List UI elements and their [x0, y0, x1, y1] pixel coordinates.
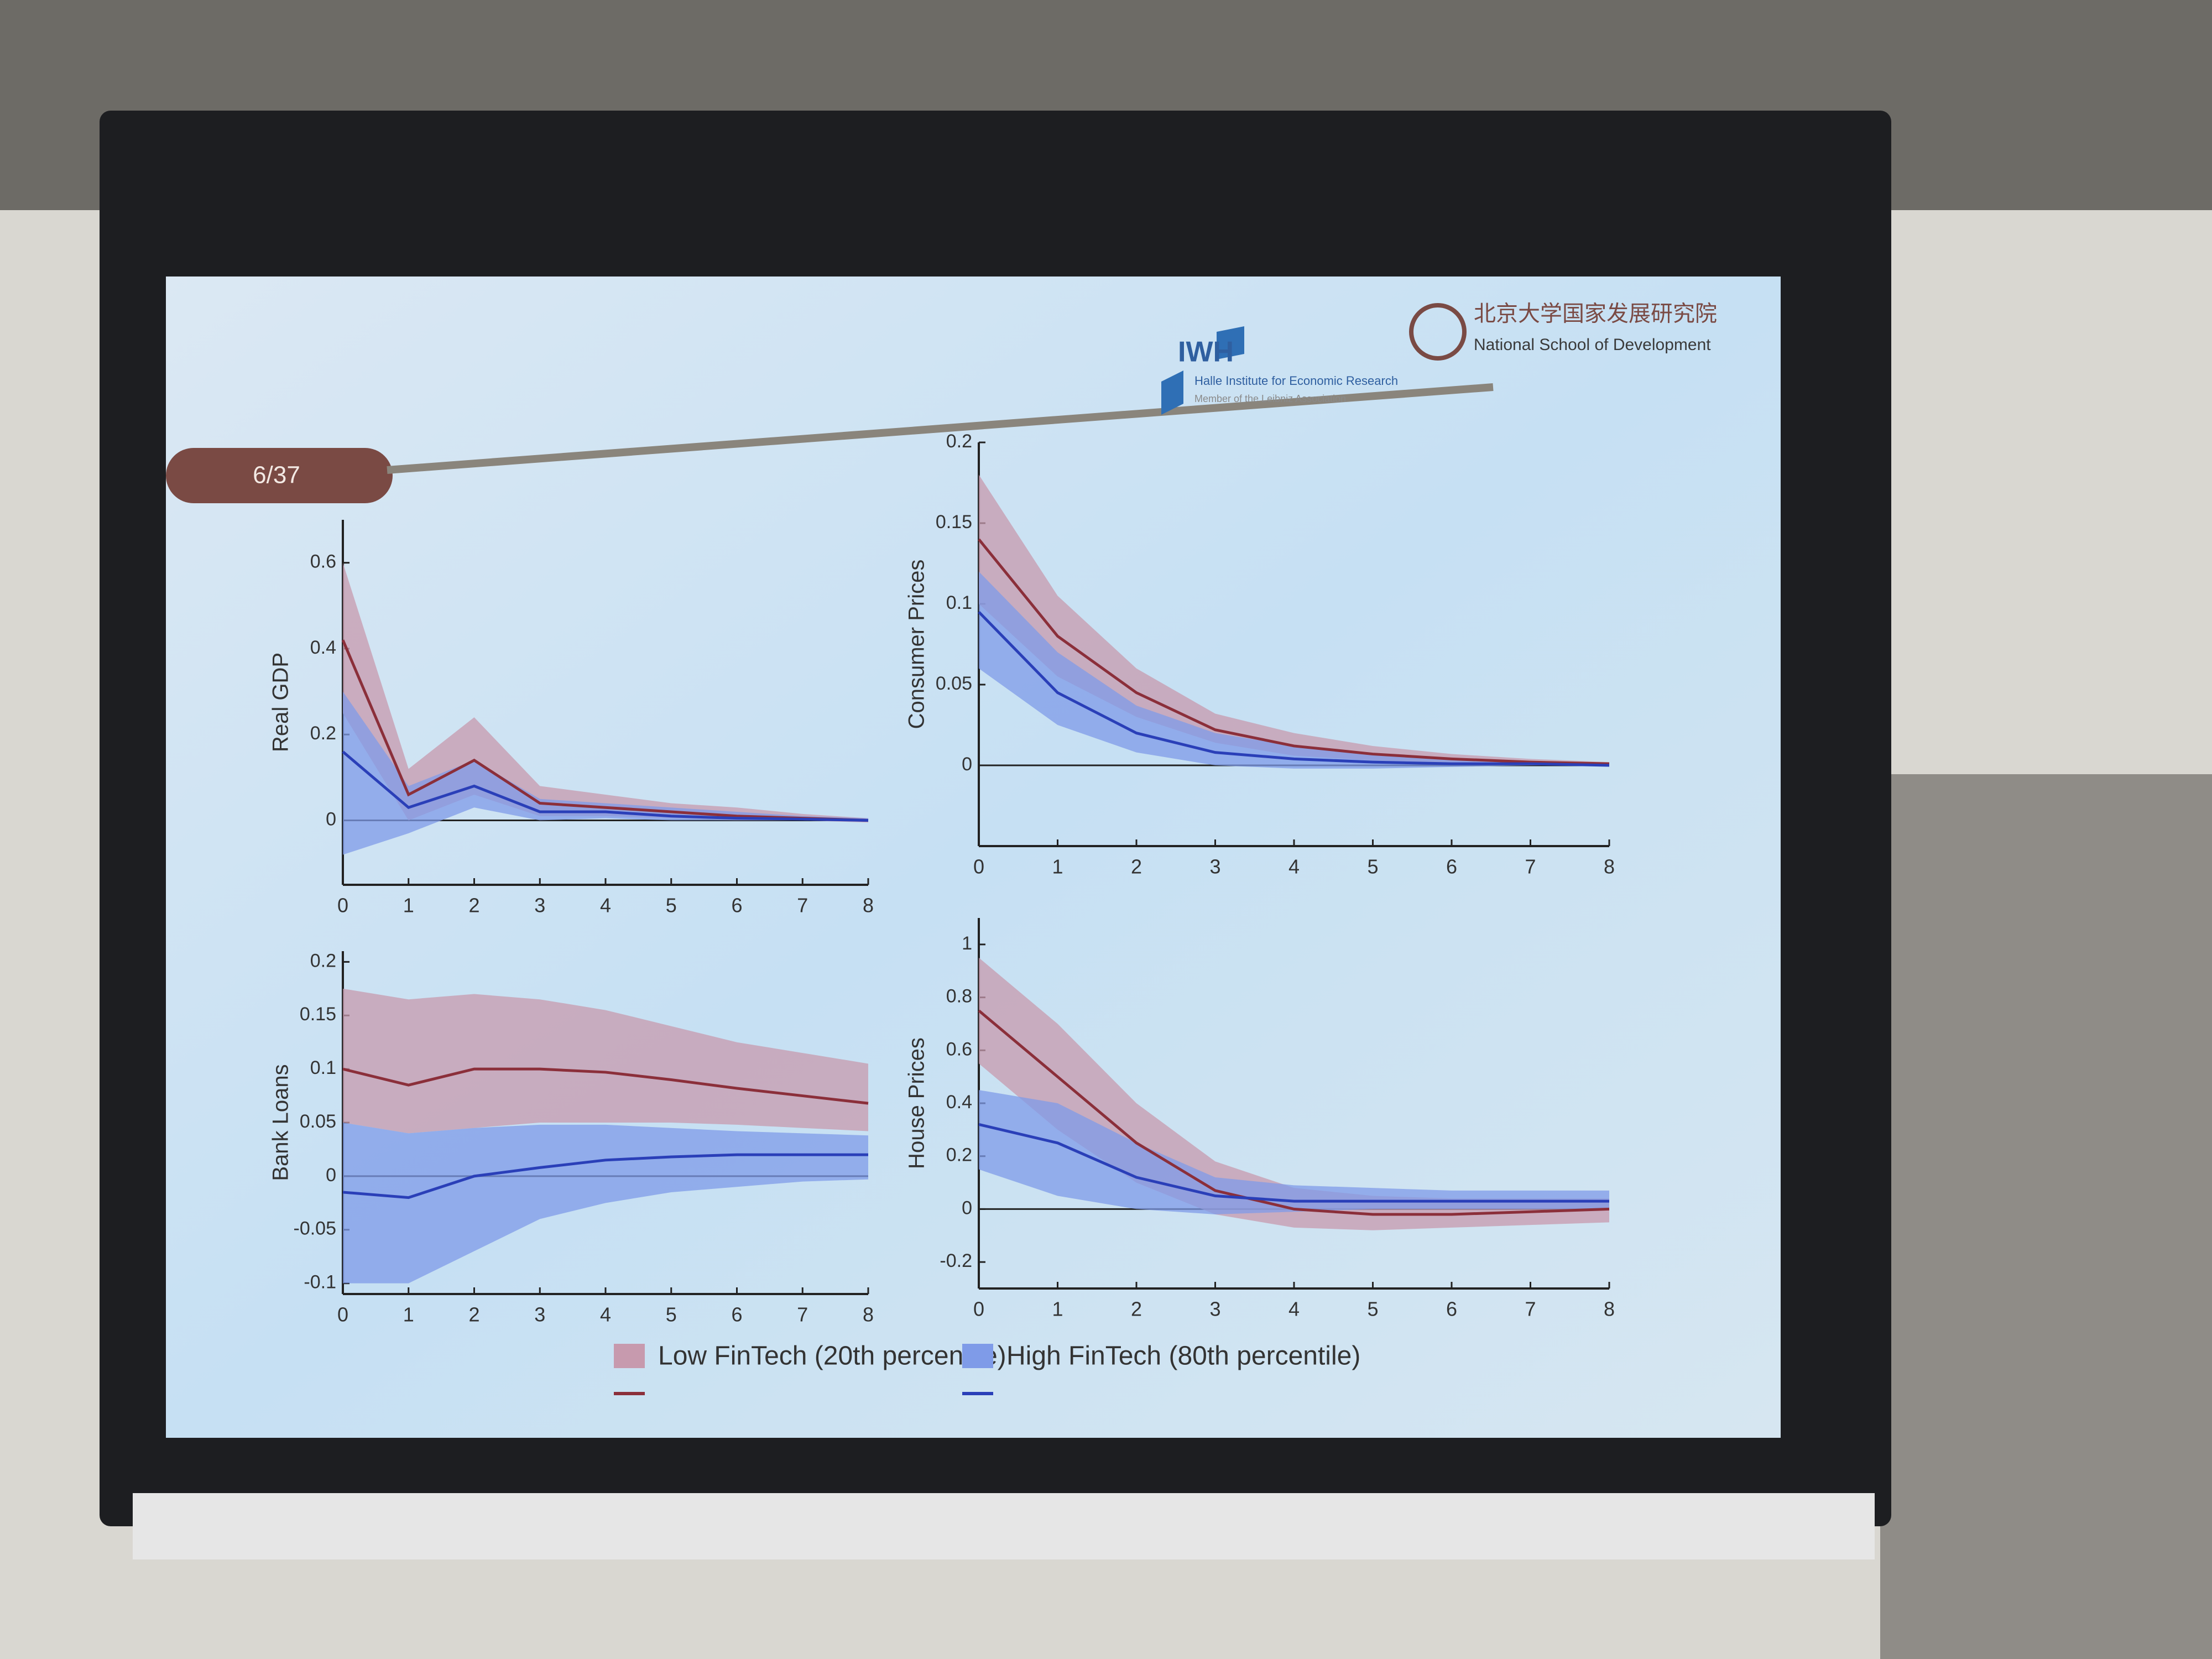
x-tick-label: 1	[1052, 855, 1063, 878]
x-tick-label: 7	[1525, 855, 1536, 878]
confidence-band	[979, 1090, 1609, 1214]
impulse-response-line	[978, 1123, 1609, 1203]
y-tick-label: 0.4	[310, 637, 336, 658]
nsd-cn: 北京大学国家发展研究院	[1474, 302, 1717, 326]
x-tick-label: 5	[666, 1303, 677, 1326]
y-tick-label: 0.6	[310, 551, 336, 572]
impulse-response-line	[978, 611, 1610, 767]
x-tick-label: 8	[1604, 855, 1615, 878]
x-tick-label: 5	[666, 894, 677, 917]
x-tick-label: 4	[1288, 855, 1300, 878]
y-tick-label: 0	[326, 809, 336, 830]
x-tick-label: 2	[468, 894, 479, 917]
x-tick-label: 1	[403, 1303, 414, 1326]
wall-shadow	[1880, 774, 2212, 1659]
x-tick-label: 6	[731, 1303, 742, 1326]
page-number: 6/37	[253, 462, 300, 489]
y-tick-label: -0.05	[294, 1218, 337, 1239]
y-tick-label: 0.1	[946, 592, 972, 613]
y-axis-label: Real GDP	[269, 653, 293, 752]
x-tick-label: 0	[337, 1303, 348, 1326]
x-tick-label: 4	[600, 1303, 611, 1326]
monitor-bar	[133, 1493, 1875, 1559]
header-rule	[387, 383, 1494, 474]
x-tick-label: 6	[731, 894, 742, 917]
x-tick-label: 6	[1446, 855, 1457, 878]
y-tick-label: 0.05	[936, 673, 972, 694]
x-tick-label: 3	[534, 894, 545, 917]
y-tick-label: 0.4	[946, 1092, 972, 1113]
x-tick-label: 8	[1604, 1298, 1615, 1321]
x-tick-label: 0	[973, 855, 984, 878]
impulse-response-line	[978, 538, 1610, 765]
legend-label: High FinTech (80th percentile)	[1006, 1342, 1360, 1371]
x-tick-label: 7	[797, 1303, 808, 1326]
y-tick-label: 0.15	[936, 512, 972, 533]
x-tick-label: 1	[1052, 1298, 1063, 1321]
pku-logo	[1409, 303, 1467, 361]
x-tick-label: 8	[863, 1303, 874, 1326]
x-tick-label: 1	[403, 894, 414, 917]
x-tick-label: 7	[1525, 1298, 1536, 1321]
y-tick-label: 0.1	[310, 1057, 336, 1078]
y-tick-label: 0	[326, 1165, 336, 1186]
x-tick-label: 4	[600, 894, 611, 917]
impulse-response-line	[342, 1153, 868, 1199]
y-axis-label: Bank Loans	[269, 1064, 293, 1181]
y-tick-label: 1	[962, 933, 972, 954]
confidence-band	[979, 571, 1609, 769]
iwh-member: Member of the Leibniz Association	[1194, 393, 1346, 404]
y-tick-label: -0.2	[940, 1250, 972, 1271]
x-tick-label: 8	[863, 894, 874, 917]
nsd-en: National School of Development	[1474, 336, 1711, 354]
y-tick-label: 0.8	[946, 986, 972, 1007]
y-tick-label: 0.2	[946, 431, 972, 452]
legend-label: Low FinTech (20th percentile)	[658, 1342, 1006, 1371]
x-tick-label: 0	[973, 1298, 984, 1321]
x-tick-label: 5	[1367, 855, 1378, 878]
y-tick-label: 0.2	[310, 950, 336, 971]
x-tick-label: 0	[337, 894, 348, 917]
impulse-response-line	[342, 750, 869, 822]
x-tick-label: 4	[1288, 1298, 1300, 1321]
x-tick-label: 3	[1209, 855, 1220, 878]
y-axis-label: House Prices	[905, 1037, 929, 1169]
iwh-logo-mark	[1161, 326, 1244, 415]
confidence-band	[343, 562, 868, 823]
y-tick-label: 0	[962, 1197, 972, 1218]
y-tick-label: 0.2	[310, 723, 336, 744]
confidence-band	[343, 1123, 868, 1284]
legend-swatch	[614, 1344, 645, 1368]
y-tick-label: 0.2	[946, 1145, 972, 1166]
x-tick-label: 5	[1367, 1298, 1378, 1321]
legend-swatch	[962, 1344, 993, 1368]
y-tick-label: 0.15	[300, 1004, 336, 1025]
legend: Low FinTech (20th percentile) High FinTec…	[614, 1342, 1360, 1395]
confidence-band	[343, 988, 868, 1134]
iwh-logo: IWH	[1178, 336, 1234, 368]
y-tick-label: 0	[962, 754, 972, 775]
impulse-response-line	[342, 1067, 869, 1105]
x-tick-label: 3	[534, 1303, 545, 1326]
y-axis-label: Consumer Prices	[905, 560, 929, 729]
iwh-name: Halle Institute for Economic Research	[1194, 374, 1398, 388]
x-tick-label: 7	[797, 894, 808, 917]
x-tick-label: 2	[468, 1303, 479, 1326]
y-tick-label: -0.1	[304, 1272, 336, 1293]
impulse-response-line	[978, 1009, 1610, 1216]
y-tick-label: 0.05	[300, 1111, 336, 1132]
x-tick-label: 6	[1446, 1298, 1457, 1321]
x-tick-label: 2	[1131, 1298, 1142, 1321]
x-tick-label: 2	[1131, 855, 1142, 878]
x-tick-label: 3	[1209, 1298, 1220, 1321]
confidence-band	[343, 691, 868, 855]
y-tick-label: 0.6	[946, 1039, 972, 1060]
page-badge	[166, 448, 393, 503]
